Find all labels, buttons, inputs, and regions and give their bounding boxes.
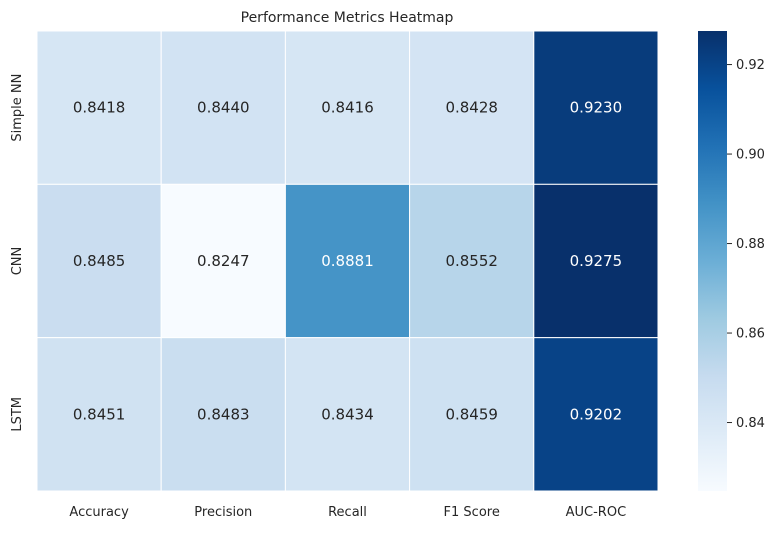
chart-title: Performance Metrics Heatmap — [241, 10, 454, 26]
colorbar: 0.84 0.86 0.88 0.90 0.92 — [698, 31, 765, 491]
heatmap-cell — [36, 30, 162, 185]
cell-value-label: 0.8434 — [321, 405, 374, 423]
cell-value-label: 0.8418 — [73, 99, 126, 117]
x-tick-label: Accuracy — [69, 505, 129, 520]
cell-value-label: 0.8459 — [445, 405, 498, 423]
y-tick-label: LSTM — [10, 397, 25, 432]
heatmap-cell — [160, 337, 286, 492]
cell-value-label: 0.9230 — [570, 99, 623, 117]
y-tick-label: CNN — [10, 247, 25, 276]
heatmap-cell — [284, 30, 411, 185]
cell-value-label: 0.8483 — [197, 405, 250, 423]
heatmap-cell — [284, 183, 411, 339]
x-tick-label: F1 Score — [444, 505, 500, 520]
heatmap-cell — [409, 30, 535, 185]
colorbar-tick-label: 0.92 — [736, 58, 765, 73]
cell-value-label: 0.8428 — [445, 99, 498, 117]
y-axis: Simple NN CNN LSTM — [10, 74, 25, 432]
heatmap-cell — [409, 337, 535, 492]
cell-value-label: 0.8451 — [73, 405, 126, 423]
cell-value-label: 0.9202 — [570, 405, 623, 423]
cell-value-label: 0.8416 — [321, 99, 374, 117]
heatmap-cells: 0.8418 0.8440 0.8416 0.8428 0.9230 0.8485 0.82… — [36, 30, 659, 492]
heatmap-cell — [160, 30, 286, 185]
cell-value-label: 0.9275 — [570, 252, 623, 270]
x-tick-label: AUC-ROC — [566, 505, 627, 520]
cell-value-label: 0.8485 — [73, 252, 126, 270]
colorbar-tick-label: 0.86 — [736, 327, 765, 342]
heatmap-cell — [36, 183, 162, 339]
colorbar-tick-label: 0.90 — [736, 148, 765, 163]
y-tick-label: Simple NN — [10, 74, 25, 142]
cell-value-label: 0.8552 — [445, 252, 498, 270]
cell-value-label: 0.8440 — [197, 99, 250, 117]
heatmap-cell — [533, 30, 659, 185]
x-tick-label: Precision — [194, 505, 252, 520]
heatmap-cell — [284, 337, 411, 492]
cell-value-label: 0.8247 — [197, 252, 250, 270]
heatmap-cell — [533, 183, 659, 339]
heatmap-cell — [533, 337, 659, 492]
cell-value-label: 0.8881 — [321, 252, 374, 270]
colorbar-gradient — [698, 31, 727, 491]
colorbar-tick-label: 0.84 — [736, 416, 765, 431]
x-tick-label: Recall — [328, 505, 367, 520]
colorbar-tick-label: 0.88 — [736, 237, 765, 252]
x-axis: Accuracy Precision Recall F1 Score AUC-ROC — [69, 505, 626, 520]
